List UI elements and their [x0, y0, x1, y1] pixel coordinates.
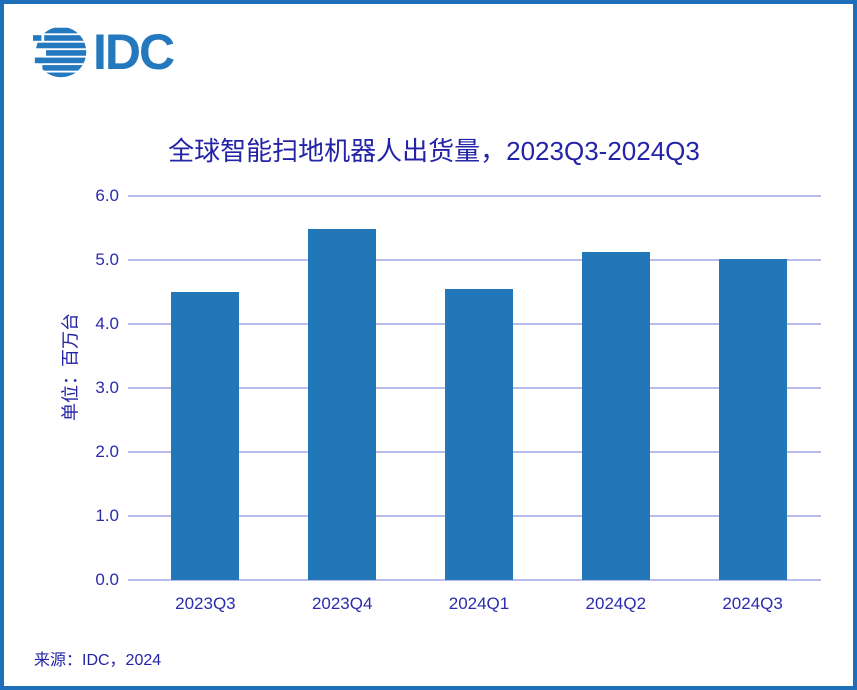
bar-slot-2023Q3	[137, 196, 274, 580]
y-axis-tick-labels: 0.0 1.0 2.0 3.0 4.0 5.0 6.0	[64, 186, 119, 589]
bar-slot-2023Q4	[274, 196, 411, 580]
y-tick-label: 2.0	[95, 442, 119, 462]
bar-2024Q3	[718, 258, 787, 580]
x-axis-tick-labels: 2023Q3 2023Q4 2024Q1 2024Q2 2024Q3	[137, 594, 821, 614]
y-tick-label: 4.0	[95, 314, 119, 334]
y-tick-label: 3.0	[95, 378, 119, 397]
chart-title: 全球智能扫地机器人出货量，2023Q3-2024Q3	[168, 136, 700, 166]
bar-2023Q3	[171, 292, 240, 580]
bar-series	[137, 196, 821, 580]
x-tick-label-2024Q1: 2024Q1	[448, 594, 510, 613]
bar-slot-2024Q3	[684, 196, 821, 580]
bar-slot-2024Q2	[547, 196, 684, 580]
x-tick-label-2023Q3: 2023Q3	[175, 594, 236, 613]
x-tick-label-2023Q4: 2023Q4	[311, 594, 373, 613]
bar-2024Q2	[581, 252, 650, 580]
y-tick-label: 1.0	[95, 506, 119, 526]
x-tick-label-2024Q3: 2024Q3	[722, 594, 783, 613]
y-tick-label: 5.0	[95, 250, 119, 269]
gridline	[128, 579, 821, 581]
gridline	[128, 259, 821, 261]
source-note: 来源：IDC，2024	[34, 652, 162, 669]
y-tick-label: 0.0	[95, 570, 119, 589]
bar-2023Q4	[308, 229, 377, 580]
y-tick-label: 6.0	[95, 186, 119, 205]
x-tick-label-2024Q2: 2024Q2	[585, 594, 647, 613]
idc-logo: IDC	[33, 24, 175, 80]
bar-2024Q1	[444, 288, 513, 580]
plot-area	[128, 195, 821, 581]
idc-globe-icon	[33, 27, 87, 78]
idc-logo-text: IDC	[93, 24, 175, 80]
bar-slot-2024Q1	[411, 196, 548, 580]
gridline	[128, 195, 821, 197]
